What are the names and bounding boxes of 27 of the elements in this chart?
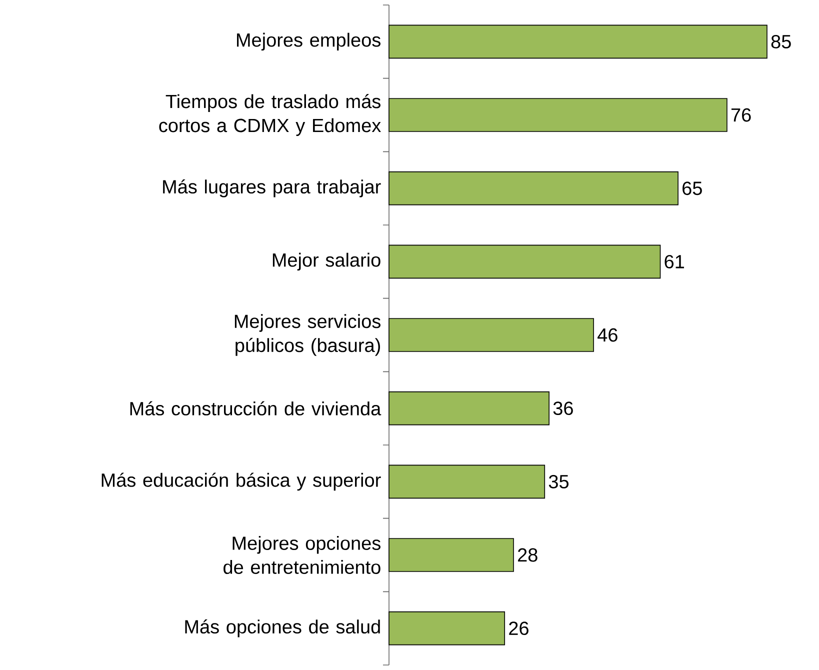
bar	[388, 611, 506, 646]
y-tick-label: Más educación básica y superior	[102, 472, 381, 491]
data-label: 26	[509, 622, 528, 636]
data-label: 85	[771, 34, 791, 48]
y-tick-label: Más lugares para trabajar	[163, 179, 381, 198]
y-tick-label: Tiempos de traslado más cortos a CDMX y Edomex	[159, 94, 381, 136]
bar	[388, 538, 514, 572]
bar	[388, 24, 768, 59]
y-tick-label: Mejores empleos	[237, 32, 380, 51]
y-tick-label: Más opciones de salud	[185, 619, 380, 638]
data-label: 35	[548, 474, 569, 488]
data-label: 65	[682, 182, 702, 196]
bar	[388, 98, 728, 132]
data-label: 61	[664, 254, 684, 268]
data-label: 46	[598, 328, 618, 342]
data-label: 28	[518, 548, 538, 562]
bar	[388, 391, 550, 426]
y-tick-label: Mejores opciones de entretenimiento	[224, 536, 380, 574]
y-tick-label: Mejor salario	[272, 252, 380, 271]
data-label: 36	[553, 402, 573, 416]
data-label: 76	[731, 108, 751, 122]
bar	[388, 244, 661, 279]
bar	[388, 464, 546, 499]
y-tick-label: Más construcción de vivienda	[130, 401, 382, 416]
bar	[388, 318, 594, 352]
bar	[388, 171, 678, 206]
y-tick-label: Mejores servicios públicos (basura)	[234, 314, 380, 356]
